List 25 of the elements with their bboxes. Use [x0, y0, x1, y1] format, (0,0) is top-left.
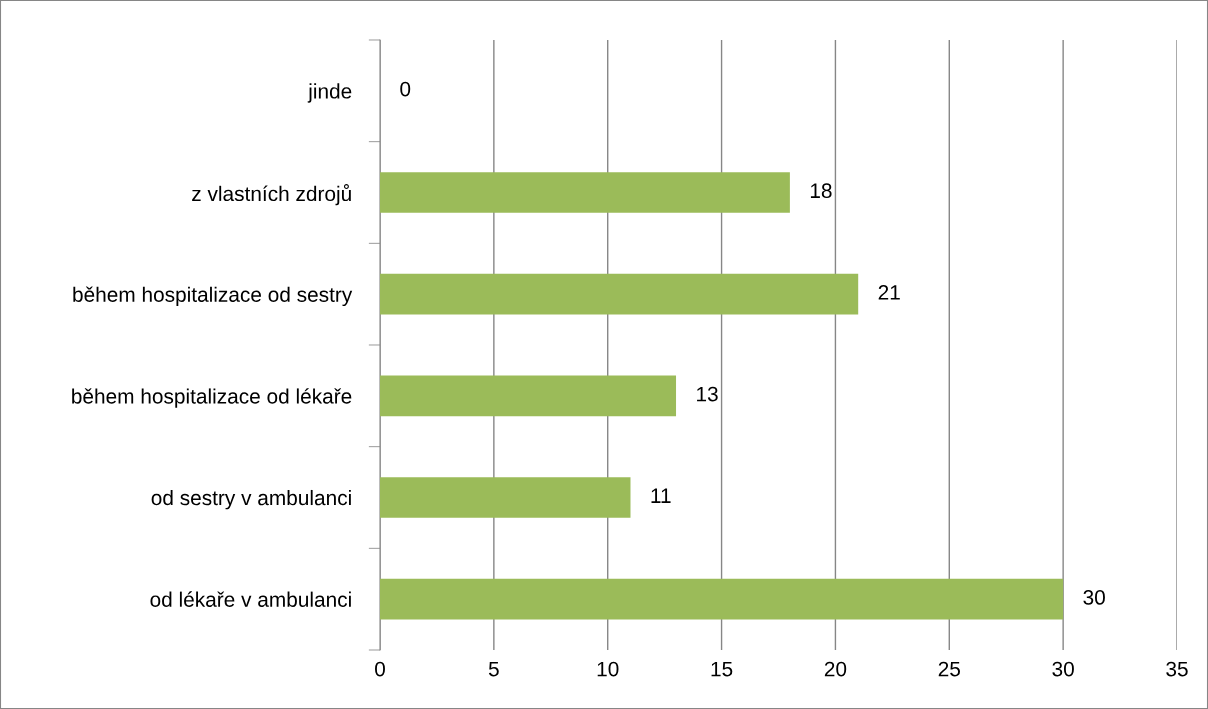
x-tick-label: 10 [597, 661, 619, 677]
data-label: 21 [878, 285, 900, 300]
data-label: 30 [1083, 590, 1105, 605]
data-label: 18 [810, 183, 832, 199]
x-tick-label: 35 [1166, 661, 1188, 677]
x-tick-label: 30 [1052, 661, 1074, 677]
x-tick-label: 15 [711, 661, 733, 677]
y-tick-label: během hospitalizace od lékaře [72, 388, 352, 408]
bar [380, 375, 677, 417]
y-tick-label: od sestry v ambulanci [151, 489, 351, 510]
y-tick-label: jinde [307, 83, 352, 103]
x-tick-label: 25 [938, 661, 960, 677]
x-tick-label: 20 [824, 661, 847, 677]
bar [380, 578, 1064, 620]
x-tick-label: 5 [488, 661, 499, 677]
bar [380, 172, 790, 213]
data-label: 0 [400, 81, 411, 97]
y-tick-label: během hospitalizace od sestry [73, 286, 353, 307]
x-tick-label: 0 [375, 661, 385, 677]
y-tick-label: od lékaře v ambulanci [150, 591, 351, 607]
y-tick-label: z vlastních zdrojů [192, 184, 351, 206]
data-label: 11 [651, 488, 671, 503]
bar [380, 477, 631, 518]
bar [380, 273, 859, 315]
data-label: 13 [697, 386, 718, 402]
